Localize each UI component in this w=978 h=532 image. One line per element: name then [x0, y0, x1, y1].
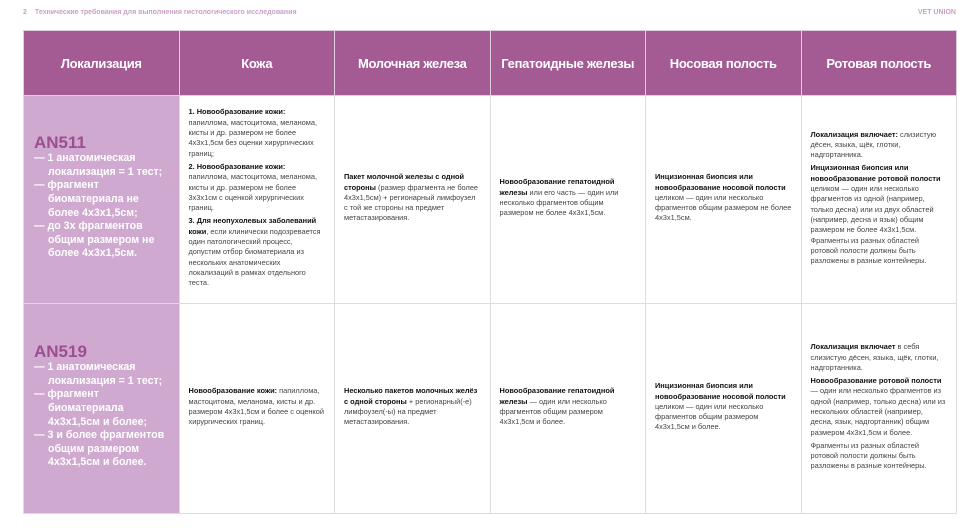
table-header-row: Локализация Кожа Молочная железа Гепатоидны… — [23, 30, 957, 96]
requirement-paragraph: Новообразование гепатоидной железы — оди… — [500, 386, 637, 427]
requirement-text: , если клинически подозревается один пат… — [188, 226, 321, 288]
requirement-paragraph: Инцизионная биопсия или новообразование … — [655, 172, 792, 223]
requirement-bold: Новообразование гепатоидной железы — [499, 386, 615, 406]
requirement-paragraph: Локализация включает: слизистую дёсен, я… — [811, 130, 948, 161]
requirement-cell: Инцизионная биопсия или новообразование … — [645, 303, 802, 514]
condition-item: — 1 анатомическая локализация = 1 тест; — [34, 361, 163, 387]
requirement-text: — один или несколько фрагментов из одной… — [810, 386, 946, 437]
requirement-cell: Локализация включает: слизистую дёсен, я… — [800, 95, 957, 304]
requirement-cell: Инцизионная биопсия или новообразование … — [645, 95, 802, 304]
requirement-paragraph: 1. Новообразование кожи: папиллома, маст… — [189, 107, 326, 158]
requirement-bold: Локализация включает: — [810, 129, 898, 139]
requirement-text: папиллома, мастоцитома, меланома, кисты … — [188, 117, 318, 158]
requirement-bold: Инцизионная биопсия или новообразование … — [655, 172, 786, 192]
requirement-text: — один или несколько фрагментов общим ра… — [499, 396, 607, 427]
requirement-bold: Несколько пакетов молочных желёз с одной… — [344, 386, 478, 406]
requirement-bold: Инцизионная биопсия или новообразование … — [655, 381, 786, 401]
column-header: Кожа — [178, 30, 335, 96]
requirement-bold: Пакет молочной железы с одной стороны — [344, 172, 465, 192]
column-header: Гепатоидные железы — [489, 30, 646, 96]
page-number: 2 — [23, 9, 27, 16]
test-code: AN511 — [34, 132, 86, 152]
conditions-list: — 1 анатомическая локализация = 1 тест; —… — [34, 152, 171, 261]
column-header: Ротовая полость — [800, 30, 957, 96]
requirement-text: + регионарный(-е) лимфоузел(-ы) на предм… — [344, 396, 472, 427]
requirement-cell: Новообразование кожи: папиллома, мастоци… — [178, 303, 335, 514]
requirement-text: папиллома, мастоцитома, меланома, кисты … — [188, 386, 325, 427]
requirement-paragraph: Локализация включает в себя слизистую дё… — [811, 342, 948, 373]
requirement-cell: Новообразование гепатоидной железы — оди… — [489, 303, 646, 514]
requirements-table: Локализация Кожа Молочная железа Гепатоидны… — [23, 30, 957, 514]
brand-name: VET UNION — [917, 9, 956, 16]
requirement-cell: Пакет молочной железы с одной стороны (р… — [334, 95, 491, 304]
requirement-text: в себя слизистую дёсен, языка, щёк, глот… — [810, 342, 939, 372]
requirement-text: или его часть — один или несколько фрагм… — [499, 187, 619, 218]
requirement-paragraph: Фрагменты из разных областей ротовой пол… — [811, 441, 948, 472]
column-header: Носовая полость — [645, 30, 802, 96]
condition-item: — фрагмент биоматериала не более 4х3х1,5… — [34, 179, 139, 219]
requirement-bold: Инцизионная биопсия или новообразование … — [810, 163, 941, 183]
requirement-bold: Локализация включает — [810, 342, 896, 352]
requirement-text: (размер фрагмента не более 4х3х1,5см) + … — [344, 182, 479, 223]
requirement-text: целиком — один или несколько фрагментов … — [655, 401, 764, 432]
requirement-cell: Новообразование гепатоидной железы или е… — [489, 95, 646, 304]
requirement-cell: Несколько пакетов молочных желёз с одной… — [334, 303, 491, 514]
requirement-bold: 1. Новообразование кожи: — [188, 107, 286, 117]
requirement-paragraph: Несколько пакетов молочных желёз с одной… — [344, 386, 481, 427]
column-header: Молочная железа — [334, 30, 491, 96]
requirement-text: целиком — один или несколько фрагментов … — [810, 184, 934, 266]
requirement-text: Фрагменты из разных областей ротовой пол… — [810, 440, 927, 471]
table-row: AN511— 1 анатомическая локализация = 1 т… — [23, 95, 957, 304]
column-header: Локализация — [23, 30, 180, 96]
requirement-paragraph: Новообразование гепатоидной железы или е… — [500, 177, 637, 218]
requirement-text: целиком — один или несколько фрагментов … — [655, 192, 792, 223]
requirement-bold: Новообразование гепатоидной железы — [499, 177, 615, 197]
test-code: AN519 — [34, 341, 87, 361]
page-header: 2 Технические требования для выполнения г… — [23, 9, 956, 21]
requirement-paragraph: 3. Для неопухолевых заболеваний кожи, ес… — [189, 216, 326, 288]
requirement-cell: 1. Новообразование кожи: папиллома, маст… — [178, 95, 335, 304]
requirement-paragraph: Инцизионная биопсия или новообразование … — [811, 163, 948, 266]
location-cell: AN511— 1 анатомическая локализация = 1 т… — [23, 95, 180, 304]
conditions-list: — 1 анатомическая локализация = 1 тест; —… — [34, 361, 171, 470]
requirement-bold: Новообразование кожи: — [188, 386, 278, 396]
requirement-paragraph: Новообразование ротовой полости — один и… — [811, 376, 948, 438]
condition-item: — фрагмент биоматериала 4х3х1,5см и боле… — [34, 388, 148, 428]
requirement-bold: Новообразование ротовой полости — [810, 376, 942, 386]
location-cell: AN519— 1 анатомическая локализация = 1 т… — [23, 303, 180, 514]
condition-item: — до 3х фрагментов общим размером не бол… — [34, 220, 155, 260]
page-title: Технические требования для выполнения ги… — [34, 9, 297, 16]
requirement-bold: 3. Для неопухолевых заболеваний кожи — [188, 216, 317, 236]
requirement-paragraph: Пакет молочной железы с одной стороны (р… — [344, 172, 481, 223]
requirement-paragraph: 2. Новообразование кожи: папиллома, маст… — [189, 162, 326, 213]
requirement-bold: 2. Новообразование кожи: — [188, 161, 286, 171]
condition-item: — 1 анатомическая локализация = 1 тест; — [34, 152, 163, 178]
requirement-paragraph: Новообразование кожи: папиллома, мастоци… — [189, 386, 326, 427]
requirement-text: слизистую дёсен, языка, щёк, глотки, над… — [810, 129, 937, 160]
table-row: AN519— 1 анатомическая локализация = 1 т… — [23, 303, 957, 514]
condition-item: — 3 и более фрагментов общим размером 4х… — [34, 429, 165, 469]
requirement-cell: Локализация включает в себя слизистую дё… — [800, 303, 957, 514]
requirement-paragraph: Инцизионная биопсия или новообразование … — [655, 381, 792, 432]
requirement-text: папиллома, мастоцитома, меланома, кисты … — [188, 172, 318, 213]
